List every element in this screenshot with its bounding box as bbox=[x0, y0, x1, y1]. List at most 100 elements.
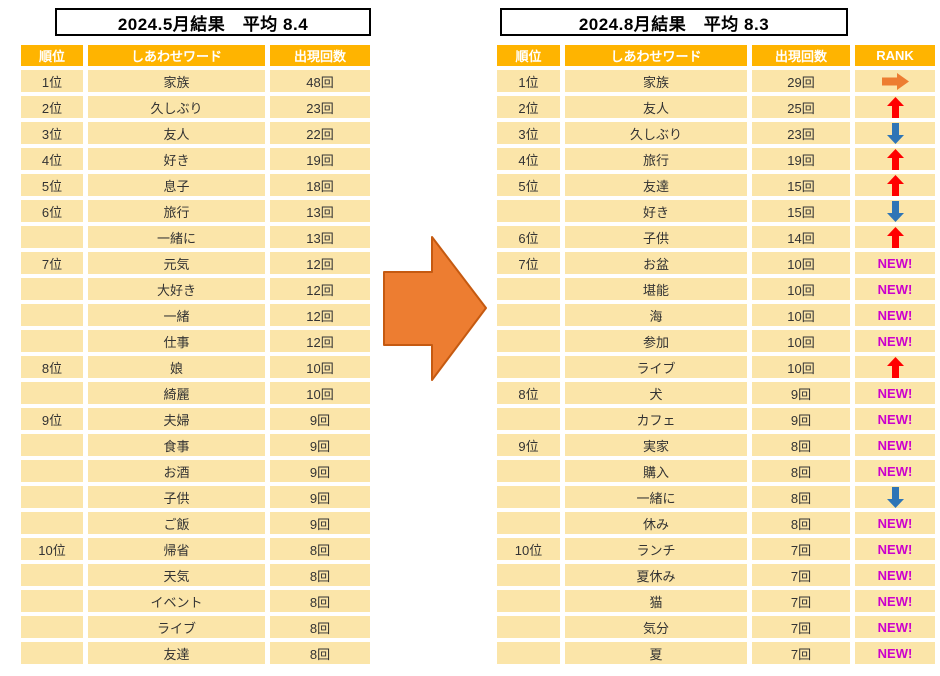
rank-cell bbox=[497, 460, 560, 482]
rank-same-icon bbox=[881, 72, 909, 90]
rank-new-label: NEW! bbox=[877, 463, 913, 479]
count-cell: 8回 bbox=[752, 434, 850, 456]
rank-change-cell bbox=[855, 200, 935, 222]
count-cell: 12回 bbox=[270, 252, 370, 274]
rank-up-icon bbox=[886, 174, 904, 196]
rank-cell bbox=[21, 460, 83, 482]
rank-cell bbox=[497, 304, 560, 326]
rank-cell: 10位 bbox=[497, 538, 560, 560]
rank-cell bbox=[497, 408, 560, 430]
word-cell: 実家 bbox=[565, 434, 747, 456]
count-cell: 48回 bbox=[270, 70, 370, 92]
rank-cell: 2位 bbox=[497, 96, 560, 118]
word-cell: 夏 bbox=[565, 642, 747, 664]
count-cell: 7回 bbox=[752, 538, 850, 560]
word-cell: ご飯 bbox=[88, 512, 265, 534]
rank-change-cell: NEW! bbox=[855, 434, 935, 456]
rank-cell bbox=[21, 382, 83, 404]
count-cell: 19回 bbox=[270, 148, 370, 170]
rank-cell bbox=[497, 486, 560, 508]
rank-cell: 7位 bbox=[497, 252, 560, 274]
count-cell: 9回 bbox=[270, 408, 370, 430]
word-cell: 子供 bbox=[565, 226, 747, 248]
word-cell: 気分 bbox=[565, 616, 747, 638]
count-cell: 7回 bbox=[752, 590, 850, 612]
count-cell: 8回 bbox=[270, 642, 370, 664]
rank-cell: 8位 bbox=[497, 382, 560, 404]
rank-new-label: NEW! bbox=[877, 385, 913, 401]
rank-cell bbox=[21, 304, 83, 326]
rank-cell bbox=[21, 616, 83, 638]
count-cell: 19回 bbox=[752, 148, 850, 170]
rank-cell bbox=[21, 486, 83, 508]
rank-cell bbox=[21, 226, 83, 248]
rank-change-cell: NEW! bbox=[855, 564, 935, 586]
rank-cell bbox=[497, 590, 560, 612]
rank-cell bbox=[497, 512, 560, 534]
count-cell: 10回 bbox=[270, 382, 370, 404]
rank-cell: 1位 bbox=[497, 70, 560, 92]
rank-up-icon bbox=[886, 356, 904, 378]
count-cell: 23回 bbox=[270, 96, 370, 118]
count-cell: 15回 bbox=[752, 200, 850, 222]
column-header: 順位 bbox=[21, 45, 83, 66]
word-cell: 大好き bbox=[88, 278, 265, 300]
count-cell: 9回 bbox=[270, 460, 370, 482]
count-cell: 8回 bbox=[752, 486, 850, 508]
rank-down-icon bbox=[886, 486, 904, 508]
rank-new-label: NEW! bbox=[877, 619, 913, 635]
count-cell: 8回 bbox=[270, 616, 370, 638]
word-cell: 仕事 bbox=[88, 330, 265, 352]
left-table-title: 2024.5月結果 平均 8.4 bbox=[55, 8, 371, 36]
column-header: RANK bbox=[855, 45, 935, 66]
rank-cell: 5位 bbox=[497, 174, 560, 196]
count-cell: 9回 bbox=[752, 382, 850, 404]
rank-change-cell: NEW! bbox=[855, 460, 935, 482]
rank-cell: 6位 bbox=[497, 226, 560, 248]
word-cell: 旅行 bbox=[565, 148, 747, 170]
word-cell: 帰省 bbox=[88, 538, 265, 560]
count-cell: 8回 bbox=[270, 564, 370, 586]
rank-cell bbox=[497, 616, 560, 638]
word-cell: 猫 bbox=[565, 590, 747, 612]
rank-new-label: NEW! bbox=[877, 333, 913, 349]
word-cell: 天気 bbox=[88, 564, 265, 586]
word-cell: 堪能 bbox=[565, 278, 747, 300]
rank-cell: 5位 bbox=[21, 174, 83, 196]
rank-cell: 1位 bbox=[21, 70, 83, 92]
count-cell: 9回 bbox=[752, 408, 850, 430]
count-cell: 18回 bbox=[270, 174, 370, 196]
rank-cell bbox=[21, 590, 83, 612]
rank-change-cell: NEW! bbox=[855, 252, 935, 274]
rank-new-label: NEW! bbox=[877, 567, 913, 583]
word-cell: 家族 bbox=[565, 70, 747, 92]
rank-change-cell bbox=[855, 122, 935, 144]
word-cell: 友人 bbox=[88, 122, 265, 144]
rank-new-label: NEW! bbox=[877, 437, 913, 453]
count-cell: 29回 bbox=[752, 70, 850, 92]
rank-change-cell bbox=[855, 174, 935, 196]
column-header: 出現回数 bbox=[270, 45, 370, 66]
count-cell: 10回 bbox=[270, 356, 370, 378]
word-cell: 夫婦 bbox=[88, 408, 265, 430]
word-cell: 食事 bbox=[88, 434, 265, 456]
word-cell: 娘 bbox=[88, 356, 265, 378]
count-cell: 12回 bbox=[270, 304, 370, 326]
count-cell: 25回 bbox=[752, 96, 850, 118]
rank-cell: 4位 bbox=[21, 148, 83, 170]
rank-down-icon bbox=[886, 122, 904, 144]
word-cell: お酒 bbox=[88, 460, 265, 482]
rank-new-label: NEW! bbox=[877, 255, 913, 271]
rank-cell bbox=[497, 642, 560, 664]
word-cell: 友人 bbox=[565, 96, 747, 118]
word-cell: 犬 bbox=[565, 382, 747, 404]
word-cell: 元気 bbox=[88, 252, 265, 274]
word-cell: ランチ bbox=[565, 538, 747, 560]
rank-change-cell: NEW! bbox=[855, 304, 935, 326]
rank-change-cell: NEW! bbox=[855, 382, 935, 404]
word-cell: ライブ bbox=[565, 356, 747, 378]
word-cell: ライブ bbox=[88, 616, 265, 638]
rank-change-cell bbox=[855, 70, 935, 92]
rank-cell bbox=[497, 200, 560, 222]
word-cell: 好き bbox=[565, 200, 747, 222]
